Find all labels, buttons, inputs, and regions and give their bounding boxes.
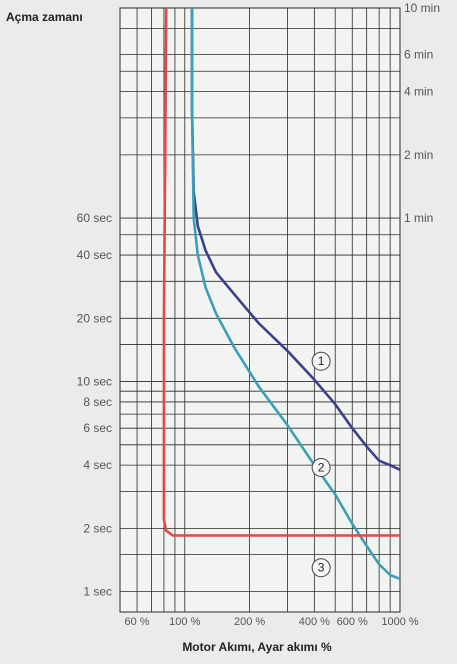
- series-line-3: [162, 7, 400, 537]
- y-tick-label-right: 10 min: [404, 1, 440, 15]
- series-label-text: 3: [318, 561, 325, 575]
- series-labels: 1 2 3: [311, 351, 331, 578]
- y-tick-label-right: 2 min: [404, 148, 433, 162]
- x-axis-label: Motor Akımı, Ayar akımı %: [182, 640, 332, 654]
- series-label-circle: [311, 351, 331, 371]
- y-tick-label-right: 1 min: [404, 211, 433, 225]
- x-tick-label: 1000 %: [381, 616, 419, 628]
- y-tick-label-left: 4 sec: [83, 458, 112, 472]
- series-label-2: 2: [311, 457, 331, 477]
- y-tick-label-left: 20 sec: [77, 311, 112, 325]
- series-label-text: 2: [318, 460, 325, 474]
- chart-title: Açma zamanı: [6, 10, 83, 24]
- y-tick-label-left: 8 sec: [83, 395, 112, 409]
- series-label-circle: [311, 558, 331, 578]
- y-tick-label-left: 40 sec: [77, 248, 112, 262]
- y-tick-label-left: 6 sec: [83, 421, 112, 435]
- x-tick-label: 600 %: [337, 616, 368, 628]
- series-lines: [162, 7, 401, 581]
- x-tick-label: 200 %: [234, 616, 265, 628]
- y-tick-label-left: 2 sec: [83, 521, 112, 535]
- y-tick-label-left: 60 sec: [77, 211, 112, 225]
- series-label-text: 1: [318, 354, 325, 368]
- series-line-1: [190, 8, 401, 471]
- y-tick-label-left: 1 sec: [83, 585, 112, 599]
- plot-frame: [119, 7, 401, 613]
- x-tick-label: 100 %: [169, 616, 200, 628]
- plot-area: [120, 8, 400, 612]
- series-label-circle: [311, 457, 331, 477]
- x-tick-label: 60 %: [125, 616, 150, 628]
- x-tick-label: 400 %: [299, 616, 330, 628]
- series-line-2: [190, 8, 401, 581]
- series-label-1: 1: [311, 351, 331, 371]
- grid: [119, 7, 401, 613]
- tick-labels: 1 sec 2 sec 4 sec 6 sec 8 sec 10 sec 20 sec 40 …: [77, 1, 440, 628]
- series-label-3: 3: [311, 558, 331, 578]
- y-tick-label-right: 4 min: [404, 85, 433, 99]
- y-tick-label-right: 6 min: [404, 48, 433, 62]
- y-tick-label-left: 10 sec: [77, 375, 112, 389]
